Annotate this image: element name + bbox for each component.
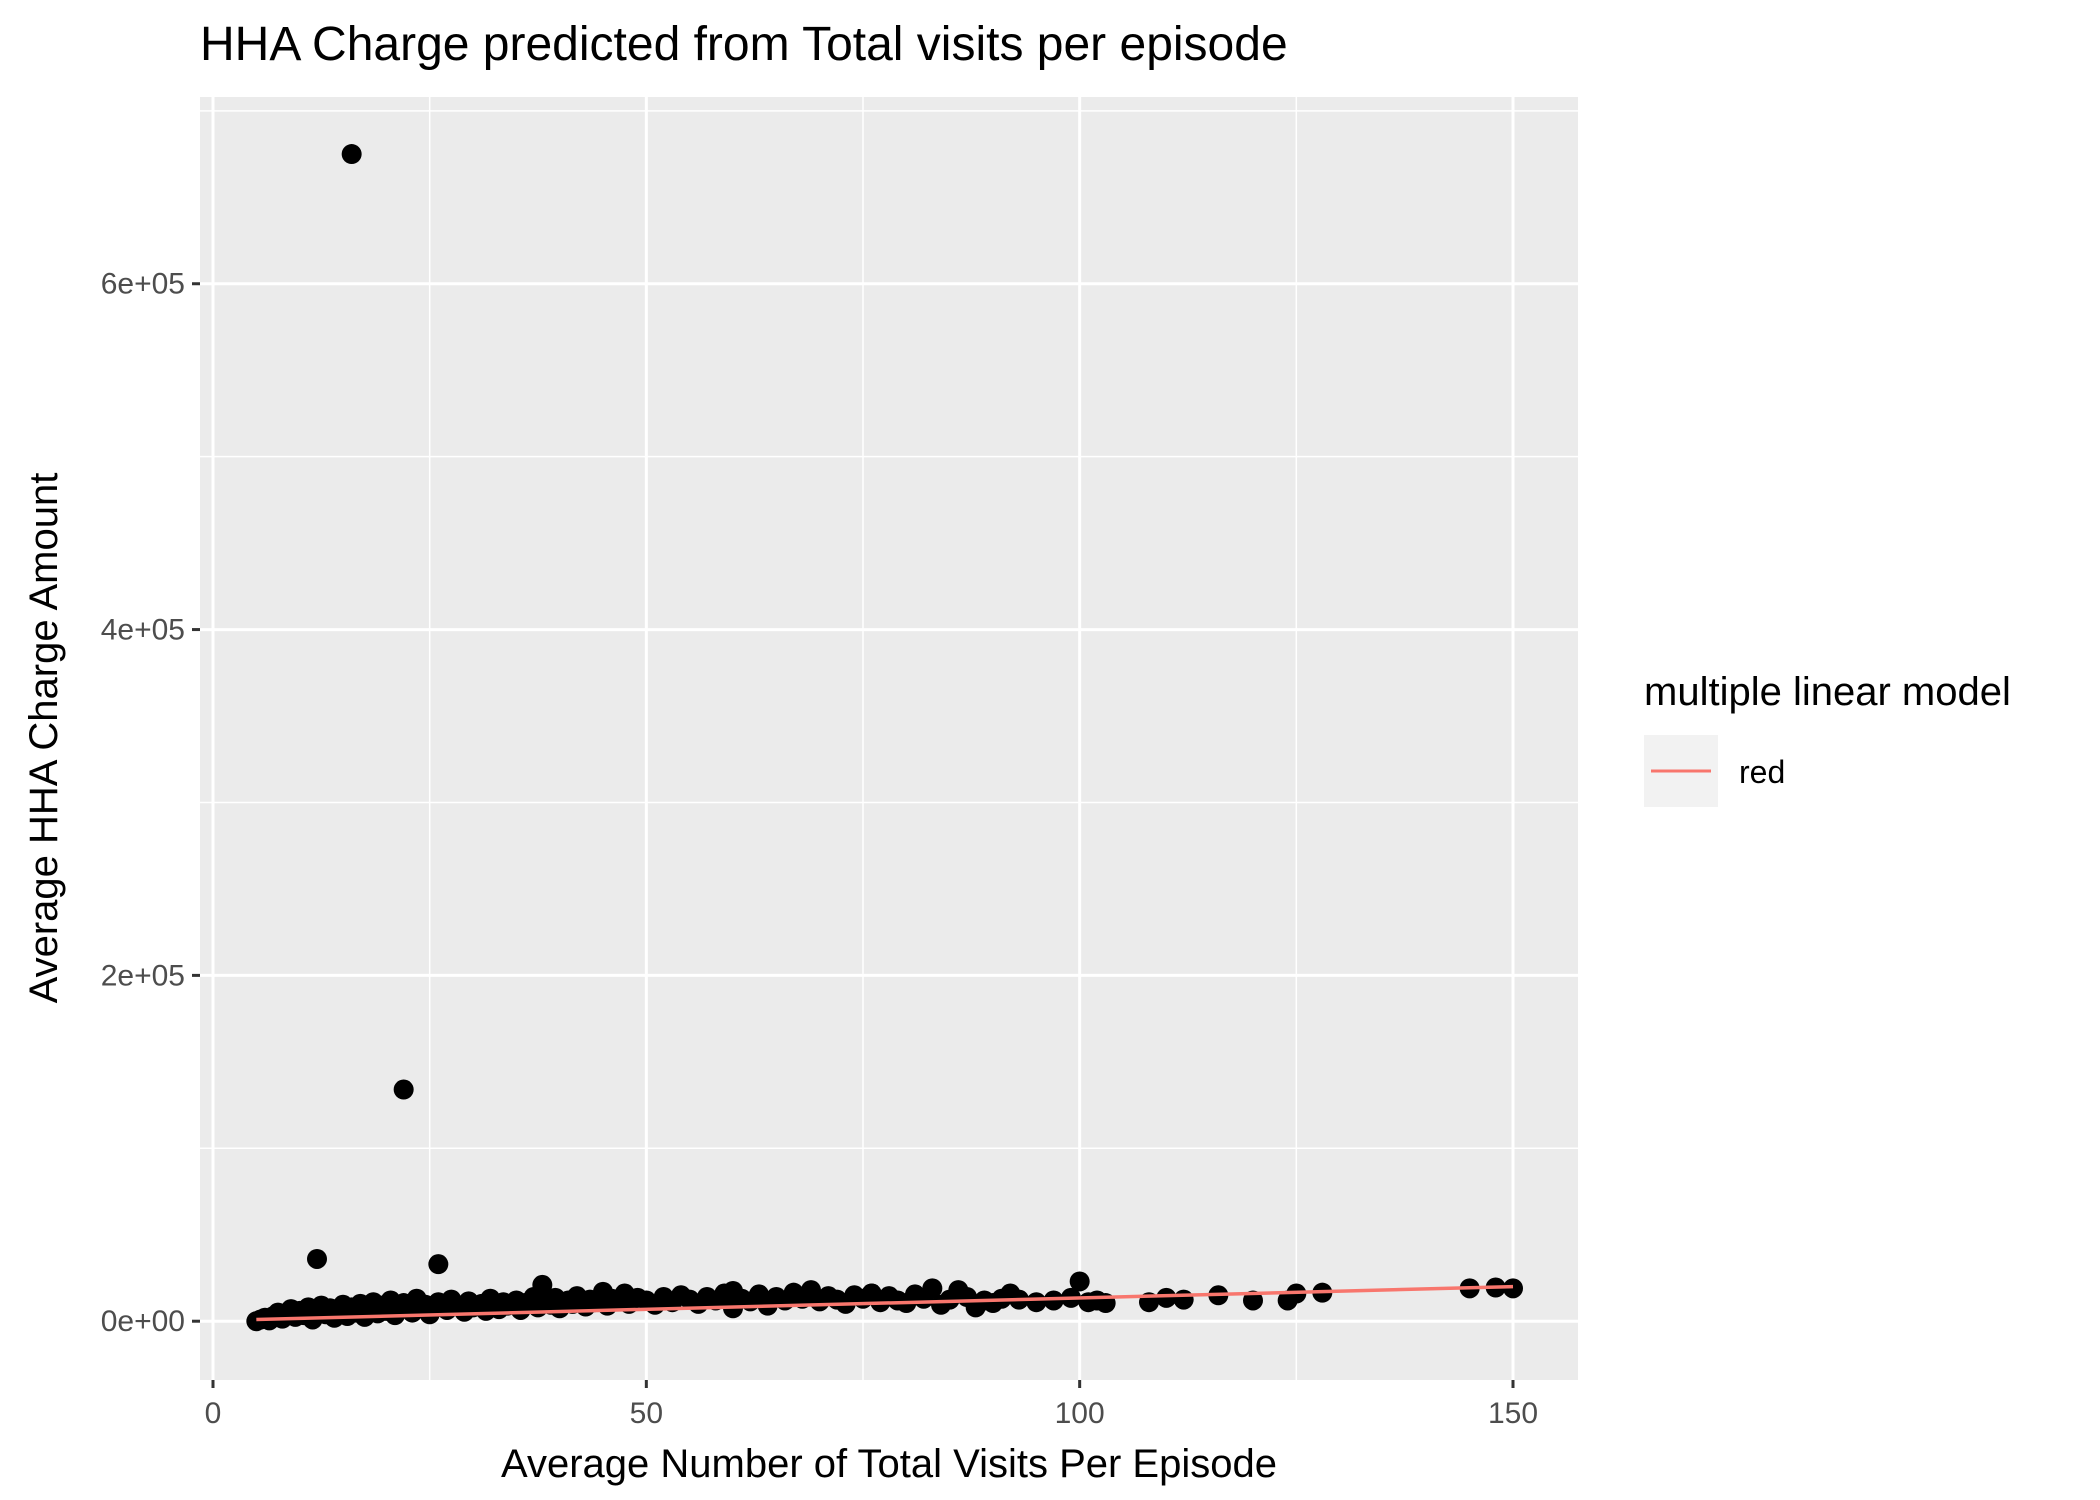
legend: multiple linear model red xyxy=(1644,670,2011,807)
y-tick-label: 4e+05 xyxy=(101,614,185,647)
legend-title: multiple linear model xyxy=(1644,670,2011,714)
y-axis-title: Average HHA Charge Amount xyxy=(22,473,66,1004)
scatter-points xyxy=(246,144,1523,1332)
fit-line-red xyxy=(256,1284,1514,1322)
y-tick-label: 0e+00 xyxy=(101,1305,185,1338)
fit-line xyxy=(256,1284,1514,1322)
data-point xyxy=(922,1278,943,1299)
data-point xyxy=(1173,1289,1194,1310)
y-tick-label: 2e+05 xyxy=(101,959,185,992)
data-point xyxy=(1069,1271,1090,1292)
x-axis: 0 50 100 150 xyxy=(205,1380,1538,1430)
data-point xyxy=(532,1274,553,1295)
data-point xyxy=(1043,1290,1064,1311)
data-point xyxy=(1156,1287,1177,1308)
x-tick-label: 100 xyxy=(1055,1397,1105,1430)
y-axis: 0e+00 2e+05 4e+05 6e+05 xyxy=(101,268,200,1338)
chart-title: HHA Charge predicted from Total visits p… xyxy=(200,18,1288,71)
data-point xyxy=(861,1283,882,1304)
x-tick-label: 150 xyxy=(1488,1397,1538,1430)
x-tick-label: 50 xyxy=(630,1397,663,1430)
data-point xyxy=(428,1254,449,1275)
data-point xyxy=(723,1280,743,1301)
data-point xyxy=(593,1281,613,1302)
data-point xyxy=(341,144,362,165)
y-tick-label: 6e+05 xyxy=(101,268,185,301)
x-tick-label: 0 xyxy=(205,1397,222,1430)
plot-panel xyxy=(200,97,1578,1380)
data-point xyxy=(1243,1290,1263,1311)
minor-grid xyxy=(200,97,1578,1380)
legend-label-red: red xyxy=(1739,754,1785,790)
data-point xyxy=(307,1248,327,1269)
data-point xyxy=(393,1079,414,1100)
x-axis-title: Average Number of Total Visits Per Episo… xyxy=(501,1442,1277,1486)
data-point xyxy=(1026,1292,1047,1313)
